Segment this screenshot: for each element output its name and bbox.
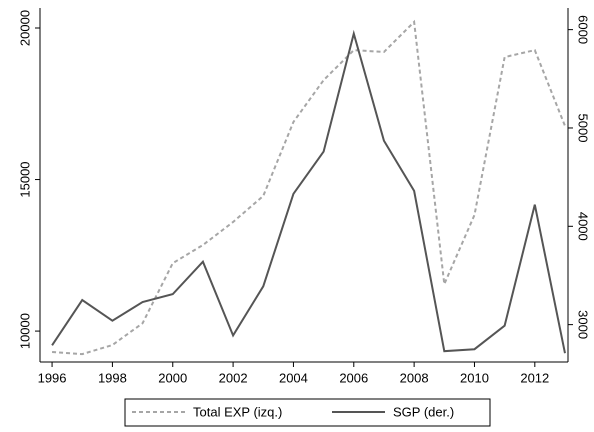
y-tick-label: 20000 [17, 10, 32, 46]
y2-tick-label: 6000 [576, 15, 591, 44]
x-tick-label: 2004 [279, 370, 308, 385]
x-tick-label: 2000 [158, 370, 187, 385]
y2-tick-label: 4000 [576, 212, 591, 241]
x-tick-label: 2002 [219, 370, 248, 385]
x-tick-label: 1998 [98, 370, 127, 385]
x-tick-label: 2006 [339, 370, 368, 385]
x-tick-label: 2012 [520, 370, 549, 385]
y2-tick-label: 5000 [576, 114, 591, 143]
y-tick-label: 10000 [17, 313, 32, 349]
x-tick-label: 2010 [460, 370, 489, 385]
y-tick-label: 15000 [17, 161, 32, 197]
y2-tick-label: 3000 [576, 310, 591, 339]
x-tick-label: 2008 [400, 370, 429, 385]
series-line [51, 19, 566, 356]
x-tick-label: 1996 [38, 370, 67, 385]
legend-frame [124, 398, 491, 427]
legend-label: Total EXP (izq.) [193, 404, 282, 419]
series-line [51, 29, 566, 354]
legend-label: SGP (der.) [393, 404, 454, 419]
